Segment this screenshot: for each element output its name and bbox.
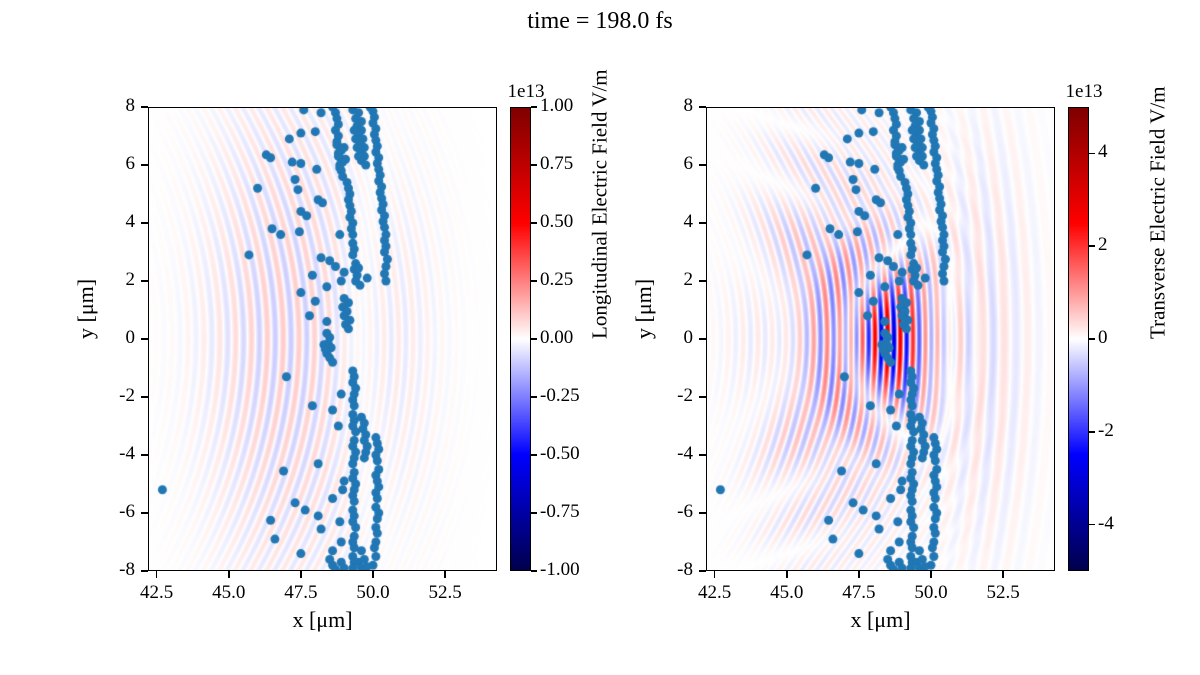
colorbar-tick-label: 4: [1098, 141, 1108, 163]
colorbar-transverse: [1068, 107, 1089, 571]
transverse-field-plot-canvas: [706, 107, 1055, 571]
x-tick-label: 42.5: [140, 582, 174, 603]
y-tick-label: -4: [677, 443, 693, 464]
x-tick-label: 45.0: [212, 582, 246, 603]
x-tick-label: 50.0: [356, 582, 390, 603]
colorbar-tick-label: -4: [1098, 512, 1114, 534]
colorbar-longitudinal: [510, 107, 531, 571]
colorbar-tick-label: -1.00: [540, 559, 580, 580]
y-tick-label: 8: [125, 95, 136, 116]
y-tick-label: 8: [683, 95, 694, 116]
x-tick-label: 50.0: [914, 582, 948, 603]
colorbar-tick-label: 1.00: [540, 95, 574, 116]
y-tick-label: 4: [125, 211, 136, 232]
y-tick-label: 0: [683, 327, 694, 348]
x-tick-label: 42.5: [698, 582, 732, 603]
colorbar-tick-label: 0.25: [540, 269, 574, 290]
colorbar-tick-label: 0.75: [540, 153, 574, 174]
y-tick-label: -8: [677, 559, 693, 580]
y-tick-label: -8: [119, 559, 135, 580]
x-tick-label: 52.5: [428, 582, 462, 603]
colorbar-tick-label: -0.50: [540, 443, 580, 464]
y-tick-label: 4: [683, 211, 694, 232]
y-tick-label: -2: [677, 385, 693, 406]
y-tick-label: 6: [125, 153, 136, 174]
x-axis-label: x [μm]: [292, 607, 353, 632]
colorbar-tick-label: -0.25: [540, 385, 580, 406]
y-tick-label: -6: [119, 501, 135, 522]
x-tick-label: 45.0: [770, 582, 804, 603]
x-tick-label: 47.5: [284, 582, 318, 603]
colorbar-tick-label: 0.50: [540, 211, 574, 232]
colorbar-offset-text: 1e13: [1065, 81, 1103, 102]
longitudinal-field-plot-canvas: [148, 107, 497, 571]
colorbar-tick-label: 0.00: [540, 327, 574, 348]
colorbar-offset-text: 1e13: [507, 81, 545, 102]
colorbar-tick-label: -0.75: [540, 501, 580, 522]
figure-title: time = 198.0 fs: [527, 8, 673, 34]
colorbar-tick-label: -2: [1098, 419, 1114, 441]
y-tick-label: 2: [683, 269, 694, 290]
y-tick-label: -2: [119, 385, 135, 406]
colorbar-tick-label: 2: [1098, 234, 1108, 256]
panel-longitudinal: y [μm] x [μm] 1e13 Longitudinal Electric…: [73, 69, 612, 632]
colorbar-tick-label: 0: [1098, 327, 1108, 348]
y-tick-label: -6: [677, 501, 693, 522]
y-tick-label: 2: [125, 269, 136, 290]
x-tick-label: 47.5: [842, 582, 876, 603]
y-tick-label: 6: [683, 153, 694, 174]
x-tick-label: 52.5: [986, 582, 1020, 603]
panel-transverse: y [μm] x [μm] 1e13 Transverse Electric F…: [631, 81, 1170, 632]
y-tick-label: -4: [119, 443, 135, 464]
y-tick-label: 0: [125, 327, 136, 348]
x-axis-label: x [μm]: [850, 607, 911, 632]
